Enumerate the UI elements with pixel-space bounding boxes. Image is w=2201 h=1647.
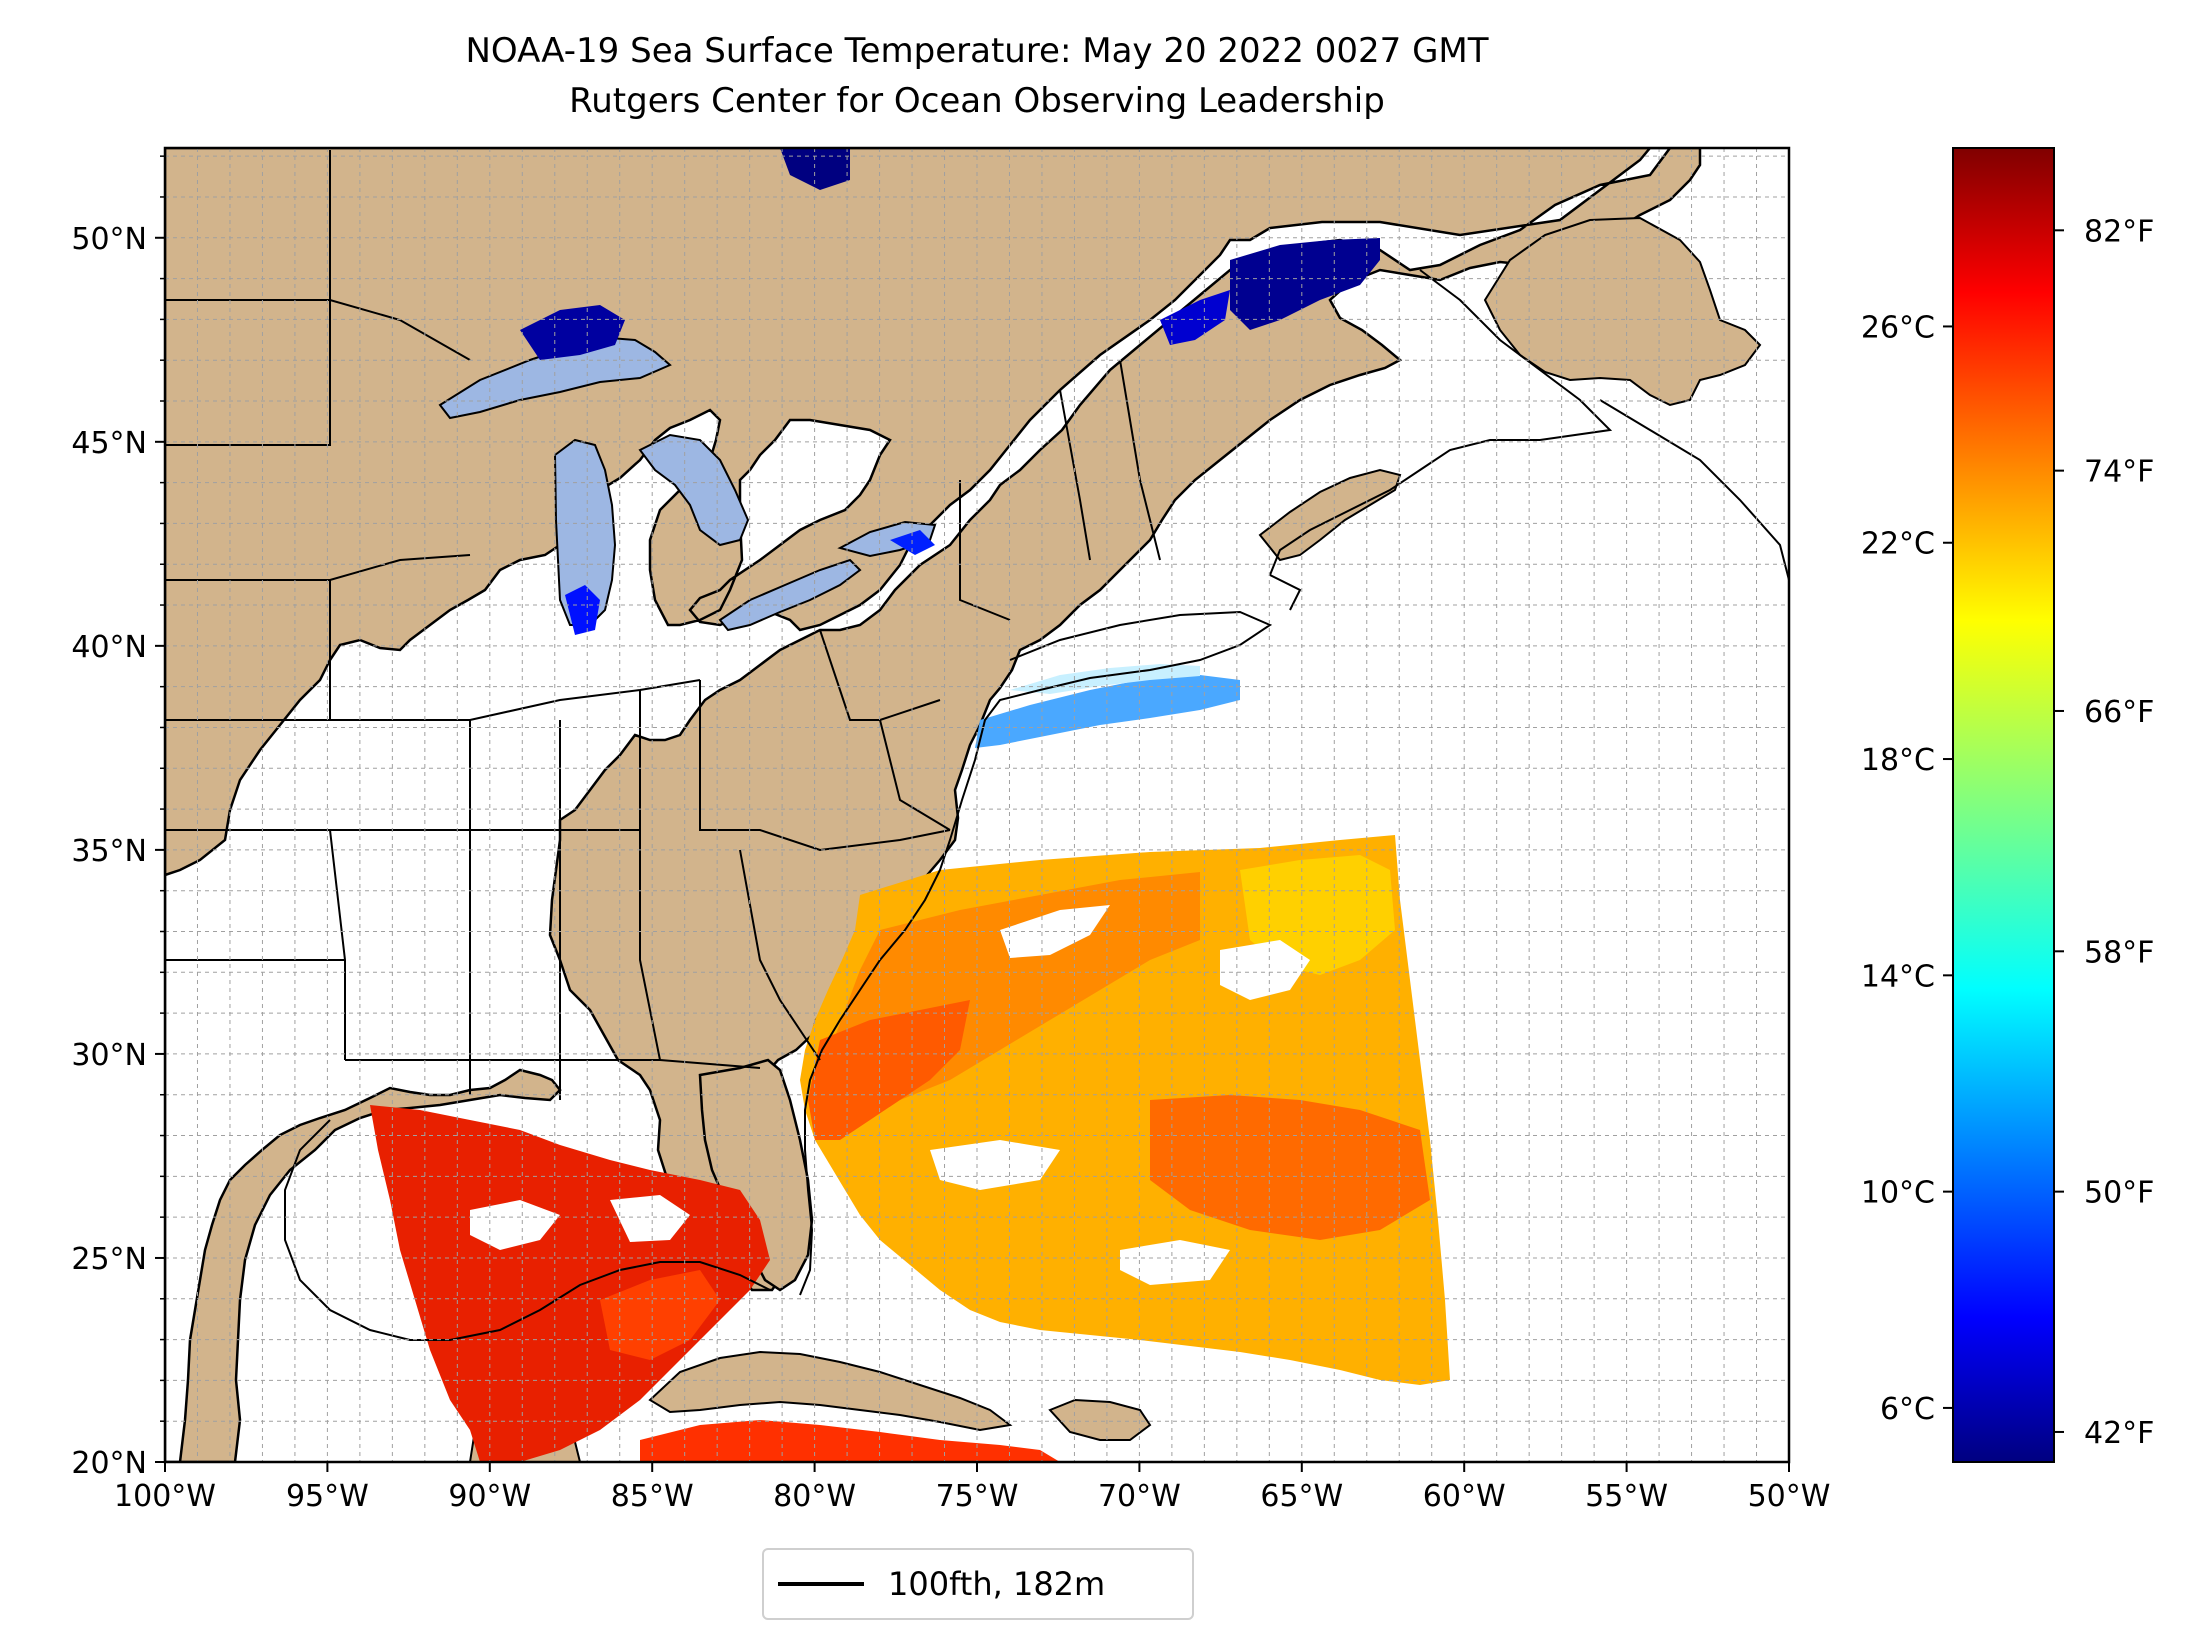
longitude-axis: 100°W 95°W 90°W 85°W 80°W 75°W 70°W 65°W 60°W 55°… — [114, 1462, 1830, 1514]
land-gulf-coast — [165, 875, 562, 1462]
land-florida — [698, 1058, 814, 1292]
lon-tick-label: 95°W — [286, 1479, 369, 1514]
lat-tick-label: 25°N — [71, 1242, 147, 1277]
celsius-tick-label: 18°C — [1861, 743, 1935, 778]
lake-erie — [718, 558, 862, 632]
celsius-tick-label: 22°C — [1861, 527, 1935, 562]
lake-michigan — [553, 438, 617, 626]
fahrenheit-tick-label: 42°F — [2084, 1416, 2154, 1451]
sst-gulf-swath — [370, 1105, 1060, 1462]
lon-tick-label: 80°W — [773, 1479, 856, 1514]
lon-tick-label: 55°W — [1585, 1479, 1668, 1514]
legend-line-swatch — [778, 1582, 864, 1586]
lon-tick-label: 90°W — [448, 1479, 531, 1514]
fahrenheit-tick-label: 82°F — [2084, 214, 2154, 249]
lake-huron — [638, 433, 750, 547]
land-nova-scotia — [1258, 468, 1402, 562]
lake-ontario — [837, 520, 937, 558]
sst-cold-patches — [520, 148, 1380, 635]
celsius-tick-label: 26°C — [1861, 310, 1935, 345]
fahrenheit-tick-label: 58°F — [2084, 935, 2154, 970]
lon-tick-label: 85°W — [611, 1479, 694, 1514]
lat-tick-label: 30°N — [71, 1038, 147, 1073]
lat-tick-label: 20°N — [71, 1446, 147, 1481]
lon-tick-label: 75°W — [936, 1479, 1019, 1514]
colorbar-celsius-ticks: 6°C 10°C 14°C 18°C 22°C 26°C — [1861, 310, 1953, 1427]
lon-tick-label: 65°W — [1260, 1479, 1343, 1514]
lat-tick-label: 45°N — [71, 426, 147, 461]
lat-tick-label: 40°N — [71, 630, 147, 665]
lat-tick-label: 35°N — [71, 834, 147, 869]
legend-label: 100fth, 182m — [888, 1565, 1106, 1603]
fahrenheit-tick-label: 74°F — [2084, 455, 2154, 490]
lat-tick-label: 50°N — [71, 222, 147, 257]
great-lakes — [438, 336, 937, 632]
celsius-tick-label: 6°C — [1880, 1392, 1935, 1427]
lon-tick-label: 50°W — [1748, 1479, 1831, 1514]
fahrenheit-tick-label: 66°F — [2084, 695, 2154, 730]
title-line-2: Rutgers Center for Ocean Observing Leade… — [569, 81, 1385, 121]
colorbar — [1952, 147, 2055, 1463]
map-gridlines — [165, 148, 1789, 1462]
lon-tick-label: 100°W — [114, 1479, 216, 1514]
celsius-tick-label: 10°C — [1861, 1176, 1935, 1211]
land-north-america — [165, 148, 1702, 1292]
title-line-1: NOAA-19 Sea Surface Temperature: May 20 … — [465, 31, 1489, 71]
map-title: NOAA-19 Sea Surface Temperature: May 20 … — [165, 26, 1789, 126]
lon-tick-label: 60°W — [1423, 1479, 1506, 1514]
political-borders — [165, 150, 1161, 1100]
colorbar-fahrenheit-ticks: 42°F 50°F 58°F 66°F 74°F 82°F — [2054, 214, 2154, 1451]
fahrenheit-tick-label: 50°F — [2084, 1176, 2154, 1211]
land-hispaniola — [1048, 1398, 1152, 1441]
celsius-tick-label: 14°C — [1861, 959, 1935, 994]
land-cuba — [648, 1350, 1013, 1432]
latitude-axis: 20°N 25°N 30°N 35°N 40°N 45°N 50°N — [71, 155, 165, 1481]
lon-tick-label: 70°W — [1098, 1479, 1181, 1514]
legend: 100fth, 182m — [762, 1548, 1194, 1620]
